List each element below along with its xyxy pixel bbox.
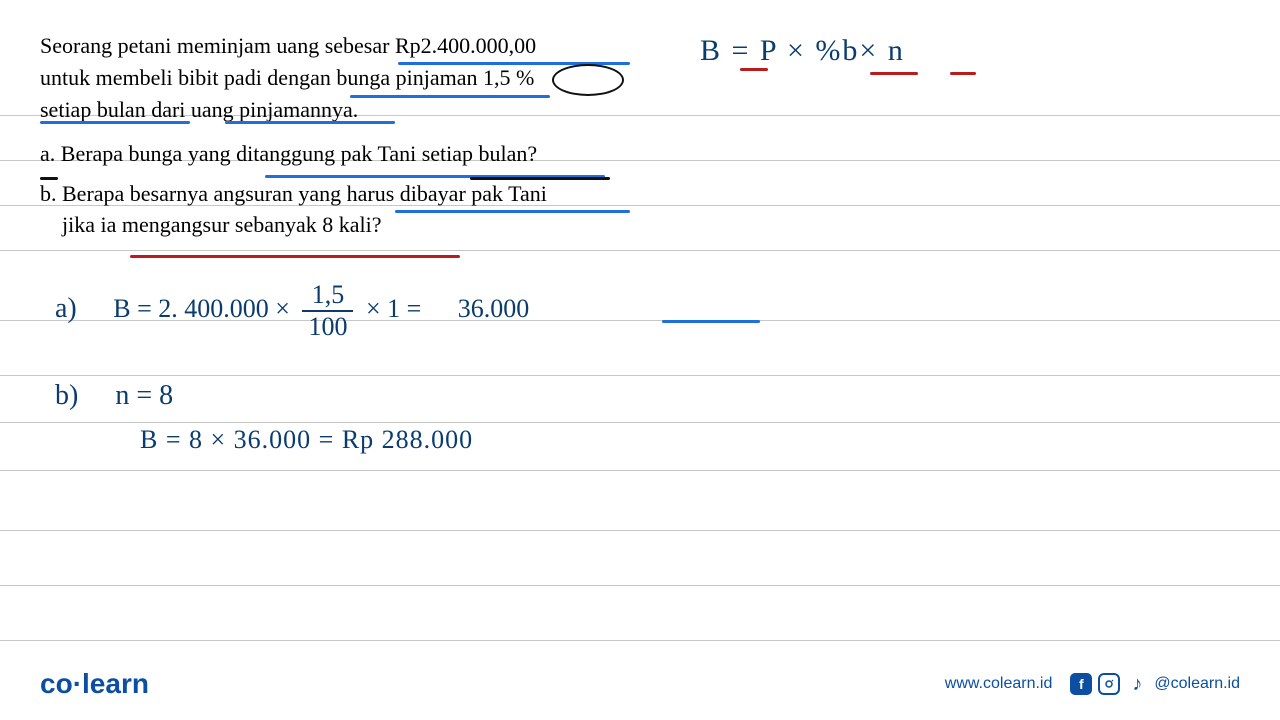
question-b-line1: b. Berapa besarnya angsuran yang harus d… [40, 178, 640, 210]
formula-handwritten: B = P × %b× n [700, 34, 905, 68]
rule-line [0, 585, 1280, 586]
tiktok-icon: ♪ [1126, 673, 1148, 695]
annotation-underline-red [870, 72, 918, 75]
brand-logo: co·learn [40, 668, 149, 700]
question-a: a. Berapa bunga yang ditanggung pak Tani… [40, 138, 640, 170]
solution-b: b) n = 8 [55, 380, 173, 412]
footer-right: www.colearn.id f ♪ @colearn.id [945, 673, 1240, 695]
formula-text: B = P × %b× n [700, 34, 905, 67]
solution-b-n: n = 8 [115, 380, 173, 411]
footer-url: www.colearn.id [945, 675, 1053, 693]
brand-dot: · [73, 668, 82, 699]
solution-a-expr: B = 2. 400.000 × 1,5 100 × 1 = 36.000 [113, 280, 529, 342]
solution-a-label: a) [55, 293, 77, 324]
fraction-denominator: 100 [302, 312, 353, 342]
rule-line [0, 470, 1280, 471]
social-handle: @colearn.id [1154, 675, 1240, 693]
fraction-numerator: 1,5 [302, 280, 353, 312]
solution-a-pre: B = 2. 400.000 × [113, 294, 290, 323]
annotation-underline-red [130, 255, 460, 258]
annotation-underline-red [950, 72, 976, 75]
solution-a-post: × 1 = [366, 294, 421, 323]
annotation-underline-red [740, 68, 768, 71]
problem-text: Seorang petani meminjam uang sebesar Rp2… [40, 30, 640, 241]
rule-line [0, 530, 1280, 531]
brand-co: co [40, 668, 73, 699]
solution-b-label: b) [55, 380, 78, 411]
rule-line [0, 250, 1280, 251]
brand-learn: learn [82, 668, 149, 699]
page-root: Seorang petani meminjam uang sebesar Rp2… [0, 0, 1280, 720]
solution-b-expr: B = 8 × 36.000 = Rp 288.000 [140, 425, 473, 455]
solution-a-fraction: 1,5 100 [302, 280, 353, 342]
problem-line1: Seorang petani meminjam uang sebesar Rp2… [40, 30, 640, 62]
instagram-icon [1098, 673, 1120, 695]
solution-a-result: 36.000 [458, 294, 530, 323]
solution-a: a) B = 2. 400.000 × 1,5 100 × 1 = 36.000 [55, 280, 529, 342]
rule-line [0, 375, 1280, 376]
rule-line [0, 640, 1280, 641]
social-icons: f ♪ @colearn.id [1070, 673, 1240, 695]
facebook-icon: f [1070, 673, 1092, 695]
problem-line3: setiap bulan dari uang pinjamannya. [40, 94, 640, 126]
footer: co·learn www.colearn.id f ♪ @colearn.id [0, 668, 1280, 700]
problem-line2: untuk membeli bibit padi dengan bunga pi… [40, 62, 640, 94]
rule-line [0, 422, 1280, 423]
question-b-line2: jika ia mengangsur sebanyak 8 kali? [40, 209, 640, 241]
